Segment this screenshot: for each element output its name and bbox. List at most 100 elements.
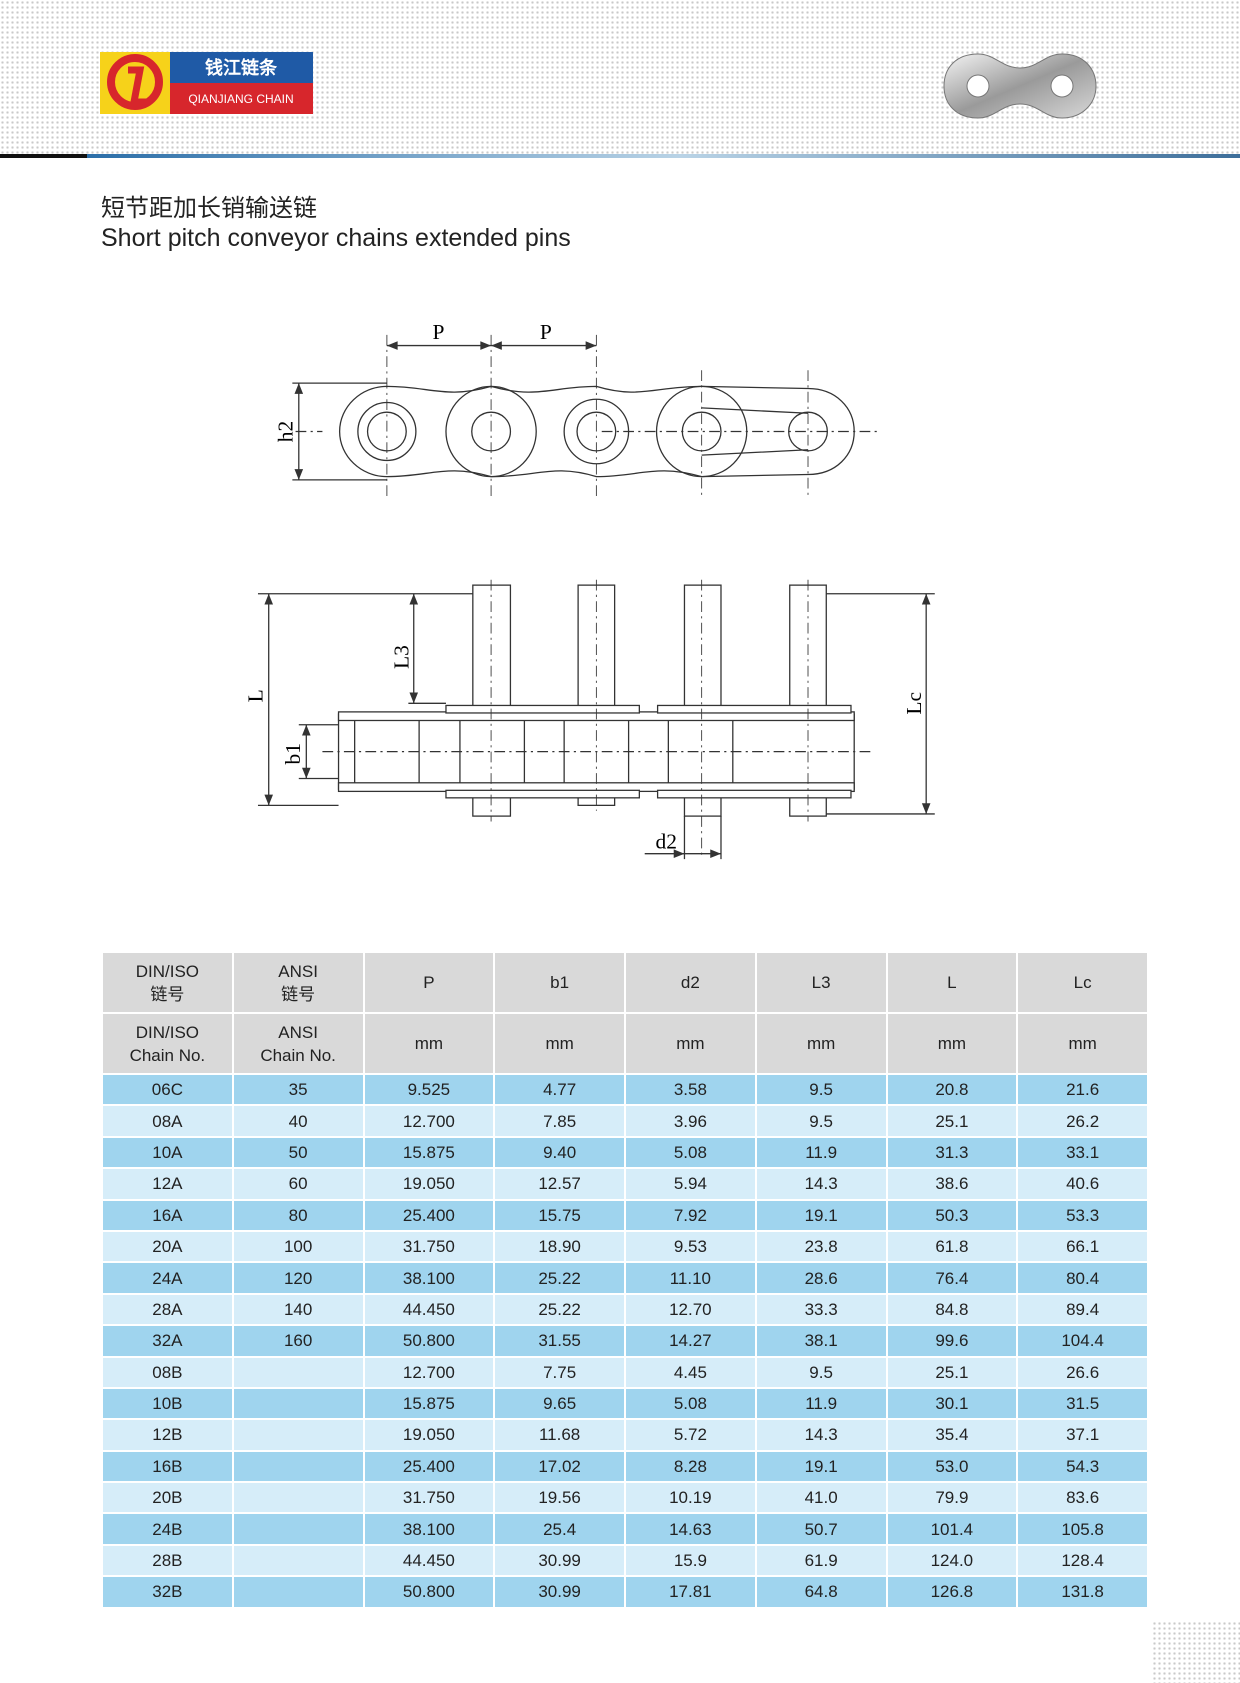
header-row: DIN/ISO Chain No. ANSI Chain No. mm mm mm mm mm m…	[103, 1014, 1147, 1075]
data-cell: 131.8	[1018, 1577, 1147, 1609]
header-cell: mm	[495, 1014, 626, 1075]
data-cell: 76.4	[887, 1263, 1019, 1295]
brand-en: QIANJIANG CHAIN	[188, 92, 293, 106]
data-cell: 28.6	[756, 1263, 888, 1295]
data-cell: 11.9	[756, 1137, 888, 1170]
logo-red	[170, 83, 313, 114]
header-rule	[0, 154, 1240, 158]
header-cell: mm	[364, 1014, 496, 1075]
data-cell: 3.58	[626, 1075, 757, 1107]
plate	[943, 53, 1097, 119]
data-row: 06C 35 9.525 4.77 3.58 9.5 20.8 21.6	[103, 1075, 1147, 1107]
data-row: 28B 44.450 30.99 15.9 61.9 124.0 128.4	[103, 1545, 1147, 1578]
data-cell: 54.3	[1018, 1451, 1147, 1484]
data-cell: 80.4	[1018, 1263, 1147, 1295]
data-cell: 19.050	[364, 1169, 496, 1201]
data-cell: 9.525	[364, 1075, 496, 1107]
data-cell: 9.40	[495, 1137, 626, 1170]
data-row: 24B 38.100 25.4 14.63 50.7 101.4 105.8	[103, 1514, 1147, 1546]
data-cell: 26.2	[1018, 1106, 1147, 1138]
header-cell: P	[364, 953, 496, 1014]
data-cell: 25.1	[887, 1106, 1019, 1138]
header-cell: L3	[756, 953, 888, 1014]
data-cell: 32A	[103, 1326, 234, 1358]
data-cell: 33.3	[756, 1294, 888, 1327]
data-row: 12A 60 19.050 12.57 5.94 14.3 38.6 40.6	[103, 1169, 1147, 1201]
data-cell: 126.8	[887, 1577, 1019, 1609]
header-text: P	[423, 973, 435, 992]
data-cell: 15.875	[364, 1137, 496, 1170]
data-cell: 44.450	[364, 1294, 496, 1327]
data-cell: 31.55	[495, 1326, 626, 1358]
data-cell: 12.57	[495, 1169, 626, 1201]
header-text: Chain No.	[260, 1045, 336, 1065]
dim-label: P	[540, 320, 552, 344]
dim-label: L3	[389, 645, 413, 669]
data-cell: 61.9	[756, 1545, 888, 1578]
plate-hole	[966, 74, 990, 98]
data-cell: 19.1	[756, 1451, 888, 1484]
arrow	[294, 383, 304, 480]
data-cell: 61.8	[887, 1231, 1019, 1264]
data-cell: 12.700	[364, 1106, 496, 1138]
data-cell: 32B	[103, 1577, 234, 1609]
corner-pattern	[1152, 1621, 1240, 1683]
data-cell: 31.3	[887, 1137, 1019, 1170]
data-cell: 16B	[103, 1451, 234, 1484]
data-cell: 50.800	[364, 1577, 496, 1609]
data-cell: 9.5	[756, 1357, 888, 1389]
data-cell: 26.6	[1018, 1357, 1147, 1389]
data-cell: 15.9	[626, 1545, 757, 1578]
data-row: 32B 50.800 30.99 17.81 64.8 126.8 131.8	[103, 1577, 1147, 1609]
data-cell: 14.3	[756, 1420, 888, 1452]
header-text: 链号	[281, 984, 316, 1004]
data-cell	[233, 1483, 365, 1515]
data-cell: 25.400	[364, 1451, 496, 1484]
data-cell: 40.6	[1018, 1169, 1147, 1201]
data-cell: 14.3	[756, 1169, 888, 1201]
header-text: L	[947, 973, 957, 992]
data-cell: 21.6	[1018, 1075, 1147, 1107]
header-cell: b1	[495, 953, 626, 1014]
data-cell: 7.75	[495, 1357, 626, 1389]
data-cell: 128.4	[1018, 1545, 1147, 1578]
data-row: 16A 80 25.400 15.75 7.92 19.1 50.3 53.3	[103, 1200, 1147, 1232]
data-cell: 20B	[103, 1483, 234, 1515]
data-cell: 50	[233, 1137, 365, 1170]
data-cell: 84.8	[887, 1294, 1019, 1327]
dim-label: Lc	[902, 692, 926, 715]
logo: 钱江链条 QIANJIANG CHAIN	[100, 52, 313, 114]
data-cell: 31.5	[1018, 1388, 1147, 1421]
data-cell: 38.100	[364, 1263, 496, 1295]
data-cell: 4.45	[626, 1357, 757, 1389]
header-text: DIN/ISO	[135, 1022, 200, 1042]
header-text: mm	[806, 1034, 836, 1053]
header-text: Lc	[1073, 973, 1092, 992]
data-cell: 12B	[103, 1420, 234, 1452]
header-cell: L	[887, 953, 1019, 1014]
spring-clip	[701, 407, 809, 456]
data-cell: 20A	[103, 1231, 234, 1264]
header-text: Chain No.	[129, 1045, 206, 1065]
data-cell: 53.0	[887, 1451, 1019, 1484]
data-cell: 23.8	[756, 1231, 888, 1264]
data-cell	[233, 1420, 365, 1452]
data-cell: 14.63	[626, 1514, 757, 1546]
data-row: 08A 40 12.700 7.85 3.96 9.5 25.1 26.2	[103, 1106, 1147, 1138]
data-cell: 31.750	[364, 1231, 496, 1264]
arrow	[386, 341, 597, 350]
data-cell: 15.75	[495, 1200, 626, 1232]
data-cell: 101.4	[887, 1514, 1019, 1546]
data-cell: 10A	[103, 1137, 234, 1170]
data-row: 24A 120 38.100 25.22 11.10 28.6 76.4 80.4	[103, 1263, 1147, 1295]
data-cell: 100	[233, 1231, 365, 1264]
link-plate-icon	[943, 53, 1097, 119]
data-cell: 20.8	[887, 1075, 1019, 1107]
data-cell: 5.72	[626, 1420, 757, 1452]
data-cell: 30.1	[887, 1388, 1019, 1421]
dim-label: d2	[655, 829, 676, 853]
data-cell: 41.0	[756, 1483, 888, 1515]
